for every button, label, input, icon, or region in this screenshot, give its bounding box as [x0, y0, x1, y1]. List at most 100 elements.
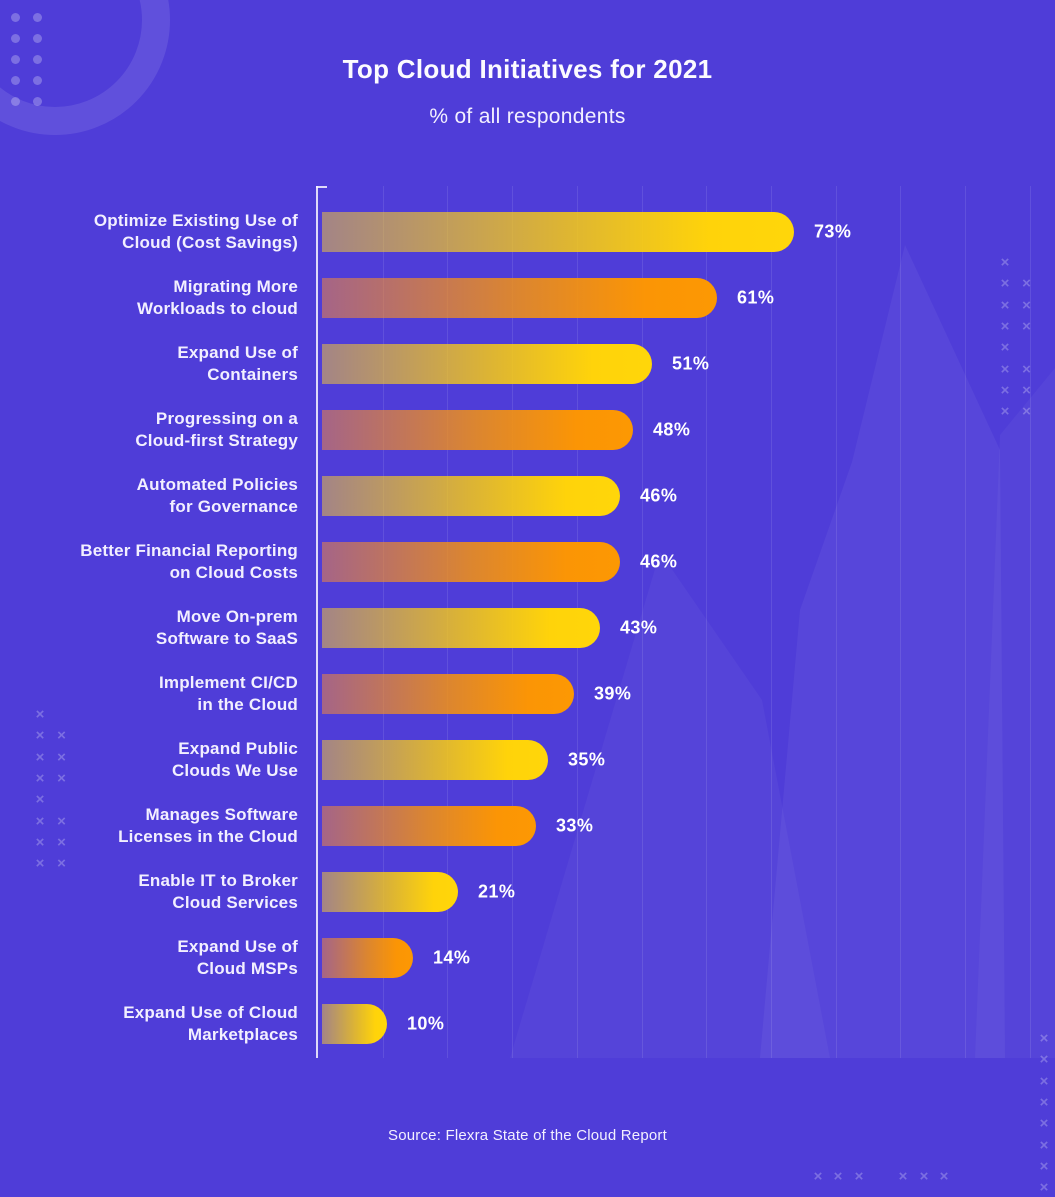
- gridline: [706, 186, 707, 1058]
- source-note: Source: Flexra State of the Cloud Report: [388, 1127, 667, 1144]
- x-decoration: ×: [1022, 381, 1031, 399]
- x-decoration: ×: [57, 812, 66, 830]
- x-decoration: ×: [35, 791, 45, 809]
- x-decoration: ×: [57, 769, 66, 787]
- x-decoration: ×: [1039, 1051, 1049, 1069]
- value-label: 10%: [407, 1013, 445, 1034]
- category-label: Manages Software Licenses in the Cloud: [118, 805, 298, 846]
- bar-row: Move On-prem Software to SaaS 43%: [0, 607, 1055, 648]
- value-label: 46%: [640, 551, 678, 572]
- x-decoration: ×: [1039, 1030, 1049, 1047]
- dot-decoration: [33, 13, 42, 22]
- value-label: 14%: [433, 947, 471, 968]
- x-decoration: ×: [35, 855, 45, 873]
- bar-row: Enable IT to Broker Cloud Services 21%: [0, 871, 1055, 912]
- bar-row: Expand Use of Containers 51%: [0, 343, 1055, 384]
- bar: [322, 410, 633, 450]
- x-decoration: ×: [1022, 403, 1031, 421]
- x-decoration: ×: [57, 855, 66, 873]
- value-label: 46%: [640, 485, 678, 506]
- bar: [322, 476, 620, 516]
- x-decoration: ×: [1000, 317, 1010, 335]
- gridline: [900, 186, 901, 1058]
- value-label: 43%: [620, 617, 658, 638]
- dot-decoration: [33, 55, 42, 64]
- gridline: [836, 186, 837, 1058]
- x-decoration: ×: [57, 748, 66, 766]
- category-label: Move On-prem Software to SaaS: [155, 607, 298, 648]
- category-label: Automated Policies for Governance: [136, 475, 298, 516]
- x-decoration: ×: [1000, 381, 1010, 399]
- bar: [322, 938, 413, 978]
- value-label: 48%: [653, 419, 691, 440]
- x-decoration: ×: [1039, 1136, 1049, 1154]
- bar: [322, 212, 794, 252]
- bar: [322, 674, 574, 714]
- category-label: Migrating More Workloads to cloud: [136, 277, 298, 318]
- bar: [322, 542, 620, 582]
- category-label: Implement CI/CD in the Cloud: [158, 673, 298, 714]
- gridline: [771, 186, 772, 1058]
- x-decoration: ×: [939, 1168, 949, 1185]
- value-label: 39%: [594, 683, 632, 704]
- x-decoration: ×: [35, 769, 45, 787]
- dot-decoration: [11, 55, 20, 64]
- bar: [322, 608, 600, 648]
- category-label: Expand Use of Cloud Marketplaces: [123, 1003, 298, 1044]
- value-label: 61%: [737, 287, 775, 308]
- x-decoration: ×: [1000, 254, 1010, 271]
- bar-row: Implement CI/CD in the Cloud 39%: [0, 673, 1055, 714]
- x-decoration: ×: [1022, 296, 1031, 314]
- x-decoration: ×: [1039, 1072, 1049, 1090]
- category-label: Better Financial Reporting on Cloud Costs: [80, 541, 298, 582]
- bar-row: Better Financial Reporting on Cloud Costs…: [0, 541, 1055, 582]
- x-decoration: ×: [1000, 339, 1010, 357]
- x-decoration: ×: [1022, 360, 1031, 378]
- dot-decoration: [33, 34, 42, 43]
- x-decoration: ×: [813, 1168, 823, 1185]
- bar: [322, 278, 717, 318]
- x-decoration: ×: [854, 1168, 864, 1185]
- bar: [322, 806, 536, 846]
- x-decoration: ×: [833, 1168, 843, 1185]
- gridline: [642, 186, 643, 1058]
- bar-row: Expand Use of Cloud Marketplaces 10%: [0, 1003, 1055, 1044]
- x-decoration: ×: [35, 706, 45, 723]
- category-label: Enable IT to Broker Cloud Services: [138, 871, 298, 912]
- bar-row: Optimize Existing Use of Cloud (Cost Savi…: [0, 211, 1055, 252]
- bar: [322, 1004, 387, 1044]
- y-axis-top-tick: [316, 186, 327, 188]
- bar-row: Expand Public Clouds We Use 35%: [0, 739, 1055, 780]
- category-label: Expand Use of Cloud MSPs: [177, 937, 298, 978]
- y-axis-line: [316, 186, 318, 1058]
- x-decoration: ×: [35, 748, 45, 766]
- category-label: Optimize Existing Use of Cloud (Cost Savi…: [93, 211, 298, 252]
- x-decoration: ×: [1022, 317, 1031, 335]
- x-decoration: ×: [1000, 360, 1010, 378]
- category-label: Progressing on a Cloud-first Strategy: [135, 409, 298, 450]
- x-decoration: ×: [898, 1168, 908, 1185]
- x-decoration: ×: [35, 727, 45, 745]
- x-decoration: ×: [57, 833, 66, 851]
- x-decoration: ×: [1039, 1179, 1049, 1197]
- x-decoration: ×: [1022, 275, 1031, 293]
- x-decoration: ×: [57, 727, 66, 745]
- dot-decoration: [33, 76, 42, 85]
- x-decoration: ×: [1039, 1093, 1049, 1111]
- x-decoration: ×: [35, 812, 45, 830]
- chart-subtitle: % of all respondents: [429, 105, 626, 128]
- bar-row: Expand Use of Cloud MSPs 14%: [0, 937, 1055, 978]
- dot-decoration: [11, 97, 20, 106]
- gridline: [965, 186, 966, 1058]
- value-label: 33%: [556, 815, 594, 836]
- gridline: [1030, 186, 1031, 1058]
- dot-decoration: [11, 13, 20, 22]
- x-decoration: ×: [1000, 275, 1010, 293]
- value-label: 21%: [478, 881, 516, 902]
- value-label: 73%: [814, 221, 852, 242]
- x-decoration: ×: [1000, 296, 1010, 314]
- x-decoration: ×: [919, 1168, 929, 1185]
- x-decoration: ×: [1039, 1157, 1049, 1175]
